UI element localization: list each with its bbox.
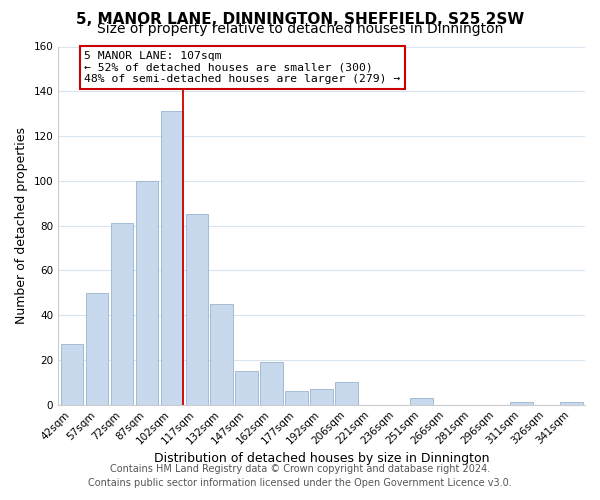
Bar xyxy=(136,181,158,404)
Bar xyxy=(260,362,283,405)
Bar xyxy=(161,112,183,405)
Y-axis label: Number of detached properties: Number of detached properties xyxy=(15,127,28,324)
Bar xyxy=(310,389,333,404)
Bar xyxy=(110,224,133,404)
Text: Size of property relative to detached houses in Dinnington: Size of property relative to detached ho… xyxy=(97,22,503,36)
Bar xyxy=(235,371,258,404)
Text: 5 MANOR LANE: 107sqm
← 52% of detached houses are smaller (300)
48% of semi-deta: 5 MANOR LANE: 107sqm ← 52% of detached h… xyxy=(85,51,401,84)
Bar xyxy=(560,402,583,404)
Text: Contains HM Land Registry data © Crown copyright and database right 2024.
Contai: Contains HM Land Registry data © Crown c… xyxy=(88,464,512,487)
Bar xyxy=(335,382,358,404)
Text: 5, MANOR LANE, DINNINGTON, SHEFFIELD, S25 2SW: 5, MANOR LANE, DINNINGTON, SHEFFIELD, S2… xyxy=(76,12,524,28)
X-axis label: Distribution of detached houses by size in Dinnington: Distribution of detached houses by size … xyxy=(154,452,490,465)
Bar xyxy=(410,398,433,404)
Bar xyxy=(61,344,83,405)
Bar xyxy=(211,304,233,404)
Bar xyxy=(286,392,308,404)
Bar xyxy=(185,214,208,404)
Bar xyxy=(86,293,108,405)
Bar xyxy=(510,402,533,404)
